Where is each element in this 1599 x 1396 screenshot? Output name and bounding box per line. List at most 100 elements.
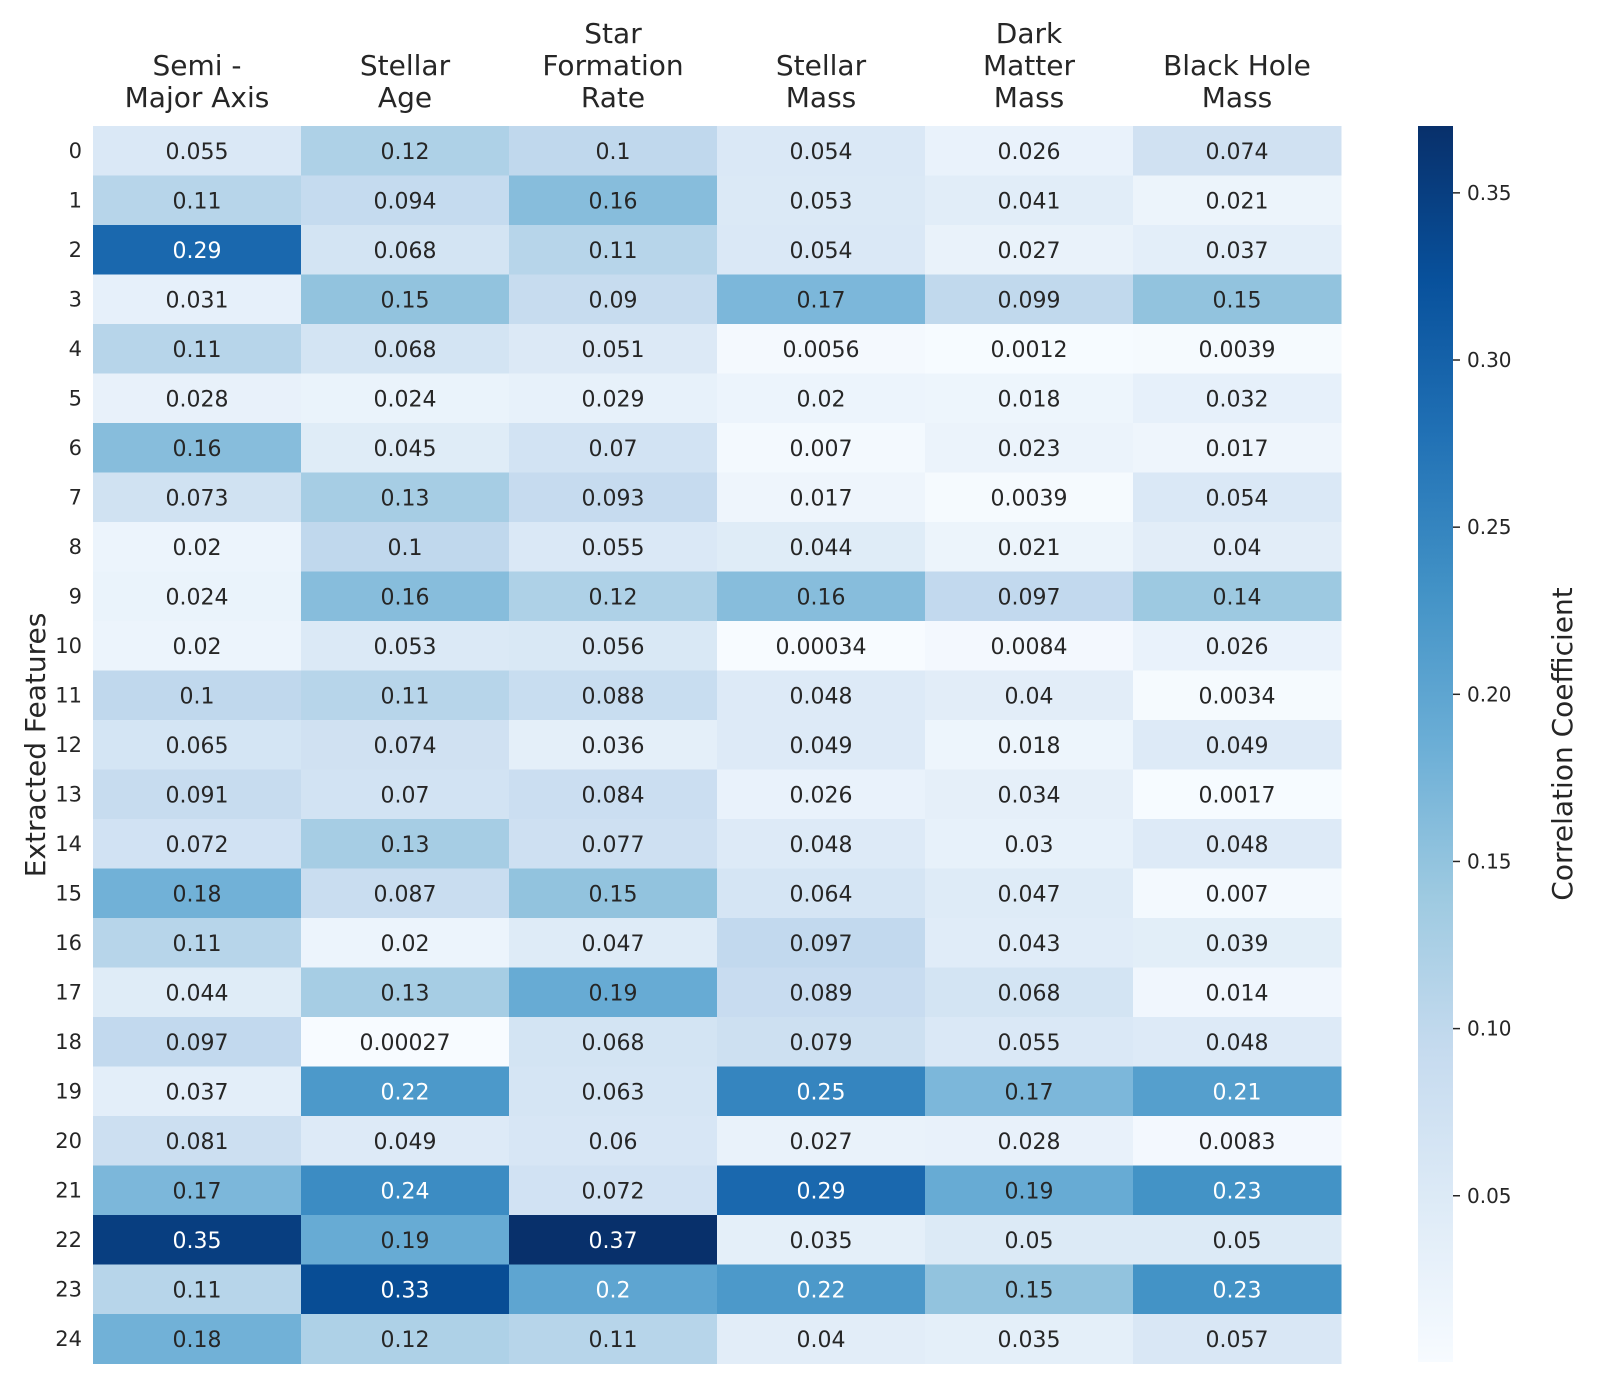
heatmap-cell <box>93 1165 302 1216</box>
cell-value-label: 0.049 <box>374 1130 437 1155</box>
heatmap-cell <box>1133 967 1342 1018</box>
cell-value-label: 0.081 <box>166 1130 229 1155</box>
cell-value-label: 0.07 <box>589 437 638 462</box>
cell-value-label: 0.22 <box>797 1278 846 1303</box>
heatmap-cell <box>1133 1165 1342 1216</box>
colorbar-tick-label: 0.20 <box>1467 682 1512 706</box>
row-tick-label: 23 <box>55 1277 82 1301</box>
cell-value-label: 0.02 <box>173 635 222 660</box>
colorbar-tick-label: 0.05 <box>1467 1184 1512 1208</box>
cell-value-label: 0.094 <box>374 189 437 214</box>
column-header-line: Matter <box>983 49 1076 82</box>
cell-value-label: 0.12 <box>381 1328 430 1353</box>
row-tick-label: 2 <box>69 238 82 262</box>
row-tick-label: 8 <box>69 535 82 559</box>
heatmap-cell <box>717 621 926 671</box>
heatmap-cell <box>1133 522 1342 572</box>
heatmap-cell <box>93 1017 302 1067</box>
cell-value-label: 0.072 <box>582 1179 645 1204</box>
cell-value-label: 0.07 <box>381 783 430 808</box>
colorbar-tick-label: 0.30 <box>1467 348 1512 372</box>
heatmap-cell <box>301 126 510 176</box>
cell-value-label: 0.1 <box>180 684 215 709</box>
cell-value-label: 0.079 <box>790 1031 853 1056</box>
heatmap-cell <box>509 720 718 770</box>
row-tick-label: 11 <box>55 683 82 707</box>
heatmap-cell <box>93 522 302 572</box>
cell-value-label: 0.04 <box>797 1328 846 1353</box>
heatmap-cell <box>301 423 510 473</box>
cell-value-label: 0.054 <box>790 140 853 165</box>
cell-value-label: 0.11 <box>589 1328 638 1353</box>
column-header-line: Stellar <box>776 49 867 82</box>
heatmap-cell <box>925 571 1134 622</box>
colorbar-tick-label: 0.10 <box>1467 1017 1512 1041</box>
cell-value-label: 0.029 <box>582 387 645 412</box>
cell-value-label: 0.17 <box>797 288 846 313</box>
cell-value-label: 0.18 <box>173 882 222 907</box>
cell-value-label: 0.048 <box>790 833 853 858</box>
heatmap-cell <box>301 967 510 1018</box>
cell-value-label: 0.15 <box>589 882 638 907</box>
heatmap-cell <box>93 126 302 176</box>
row-tick-label: 16 <box>55 931 82 955</box>
row-tick-label: 5 <box>69 386 82 410</box>
cell-value-label: 0.044 <box>166 981 229 1006</box>
cell-value-label: 0.0083 <box>1199 1130 1276 1155</box>
heatmap-cell <box>1133 571 1342 622</box>
cell-value-label: 0.29 <box>173 239 222 264</box>
heatmap-cell <box>93 670 302 721</box>
cell-value-label: 0.084 <box>582 783 645 808</box>
cell-value-label: 0.007 <box>790 437 853 462</box>
heatmap-cell <box>509 225 718 275</box>
heatmap-cell <box>1133 373 1342 424</box>
cell-value-label: 0.15 <box>1213 288 1262 313</box>
cell-value-label: 0.03 <box>1005 833 1054 858</box>
heatmap-cell <box>93 621 302 671</box>
heatmap-cell <box>301 522 510 572</box>
cell-value-label: 0.12 <box>381 140 430 165</box>
cell-value-label: 0.11 <box>173 338 222 363</box>
cell-value-label: 0.021 <box>1206 189 1269 214</box>
heatmap-cell <box>301 472 510 523</box>
row-tick-label: 19 <box>55 1079 82 1103</box>
heatmap-cell <box>717 967 926 1018</box>
cell-value-label: 0.055 <box>998 1031 1061 1056</box>
heatmap-cell <box>925 1314 1134 1364</box>
cell-value-label: 0.055 <box>582 536 645 561</box>
heatmap-cell <box>717 1116 926 1166</box>
colorbar-label: Correlation Coefficient <box>1546 587 1579 900</box>
row-tick-label: 20 <box>55 1129 82 1153</box>
cell-value-label: 0.073 <box>166 486 229 511</box>
heatmap-cell <box>301 1017 510 1067</box>
heatmap-cell <box>925 1066 1134 1117</box>
heatmap-cell <box>509 819 718 869</box>
column-header-line: Semi - <box>152 49 241 82</box>
heatmap-cell <box>1133 769 1342 820</box>
heatmap-cell <box>925 522 1134 572</box>
heatmap-cell <box>717 1165 926 1216</box>
heatmap-cell <box>717 720 926 770</box>
cell-value-label: 0.091 <box>166 783 229 808</box>
cell-value-label: 0.02 <box>797 387 846 412</box>
cell-value-label: 0.056 <box>582 635 645 660</box>
heatmap-cell <box>509 373 718 424</box>
heatmap-cell <box>925 769 1134 820</box>
cell-value-label: 0.088 <box>582 684 645 709</box>
heatmap-cell <box>93 1215 302 1265</box>
y-axis-label: Extracted Features <box>19 613 52 878</box>
heatmap-cell <box>925 324 1134 374</box>
heatmap-cell <box>925 225 1134 275</box>
heatmap-cell <box>717 472 926 523</box>
row-tick-label: 9 <box>69 584 82 608</box>
cell-value-label: 0.036 <box>582 734 645 759</box>
heatmap-cell <box>509 1264 718 1315</box>
heatmap-cell <box>509 1066 718 1117</box>
colorbar-gradient <box>1418 126 1453 1362</box>
heatmap-cell <box>301 324 510 374</box>
heatmap-cell <box>93 1264 302 1315</box>
cell-value-label: 0.097 <box>166 1031 229 1056</box>
column-header-line: Major Axis <box>125 81 270 114</box>
cell-value-label: 0.18 <box>173 1328 222 1353</box>
heatmap-cell <box>509 472 718 523</box>
